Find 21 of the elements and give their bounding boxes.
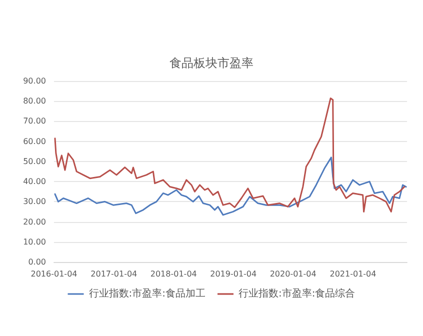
- x-tick-label: 2020-01-04: [270, 270, 316, 278]
- y-tick-label: 40.00: [23, 177, 46, 186]
- x-tick-label: 2021-01-04: [330, 270, 376, 278]
- y-tick-label: 60.00: [23, 136, 46, 146]
- y-tick-label: 0.00: [28, 258, 46, 266]
- x-tick-label: 2016-01-04: [30, 270, 78, 278]
- y-tick-label: 30.00: [23, 197, 46, 206]
- x-tick-label: 2019-01-04: [210, 270, 257, 278]
- y-tick-label: 70.00: [23, 116, 46, 126]
- chart-title: 食品板块市盈率: [170, 56, 254, 70]
- y-tick-label: 10.00: [23, 237, 46, 246]
- y-tick-label: 50.00: [23, 156, 46, 166]
- x-tick-label: 2018-01-04: [150, 270, 197, 278]
- y-tick-label: 80.00: [23, 96, 46, 106]
- y-tick-label: 90.00: [23, 76, 46, 86]
- line-series: [54, 156, 407, 216]
- y-tick-label: 20.00: [23, 217, 46, 226]
- x-tick-label: 2017-01-04: [90, 270, 138, 278]
- legend-label: 行业指数:市盈率:食品综合: [238, 288, 356, 300]
- line-series: [54, 98, 406, 212]
- legend-label: 行业指数:市盈率:食品加工: [88, 288, 206, 300]
